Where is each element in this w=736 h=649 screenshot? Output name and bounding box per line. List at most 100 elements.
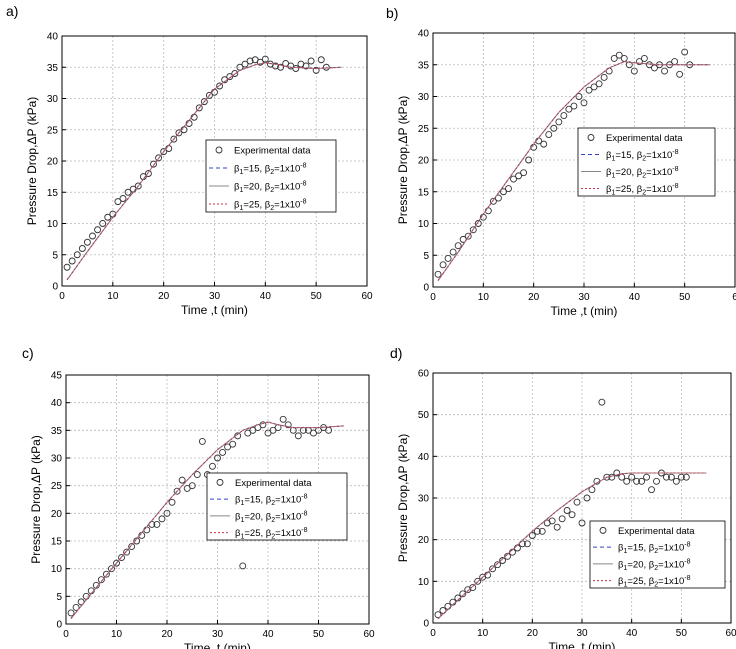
data-point	[234, 432, 242, 440]
data-point	[434, 611, 442, 619]
x-tick-label: 20	[528, 292, 540, 303]
legend-label: Experimental data	[235, 478, 312, 489]
legend-label: β1=20, β2=1x10-8	[234, 181, 307, 195]
data-point	[216, 82, 224, 90]
data-point	[454, 594, 462, 602]
data-point	[573, 498, 581, 506]
data-point	[583, 494, 591, 502]
y-tick-label: 50	[418, 410, 430, 421]
data-point	[158, 515, 166, 523]
data-point	[63, 263, 71, 271]
legend-box	[589, 520, 726, 589]
data-point	[89, 232, 96, 240]
data-point	[548, 517, 556, 525]
data-point	[520, 169, 528, 177]
data-point	[640, 54, 648, 62]
data-point	[610, 54, 618, 62]
data-point	[68, 257, 76, 265]
data-point	[585, 86, 593, 94]
x-axis-title: Time ,t (min)	[551, 304, 618, 318]
y-tick-label: 10	[47, 219, 59, 230]
data-point	[598, 398, 606, 406]
data-point	[667, 473, 675, 481]
data-point	[454, 242, 462, 250]
data-point	[651, 64, 658, 72]
data-point	[241, 60, 249, 68]
data-point	[633, 477, 641, 485]
data-point	[94, 226, 102, 234]
data-point	[134, 182, 142, 190]
data-point	[590, 83, 598, 91]
data-point	[563, 507, 571, 514]
x-tick-label: 30	[212, 629, 224, 640]
x-tick-label: 40	[262, 629, 274, 640]
data-point	[661, 67, 668, 75]
data-point	[474, 220, 482, 227]
data-point	[565, 105, 573, 113]
data-point	[294, 432, 302, 440]
y-tick-label: 30	[51, 454, 63, 465]
y-tick-label: 20	[47, 157, 59, 168]
x-axis-title: Time ,t (min)	[184, 641, 251, 649]
chart-panel-0: a) 0 10 20 30 40 50 60 0 5 10 15 20 25 30 35 40 Time ,t (…	[6, 3, 373, 317]
legend-label: β1=20, β2=1x10-8	[235, 510, 308, 524]
data-point	[504, 552, 511, 560]
data-point	[484, 207, 492, 215]
data-point	[570, 102, 578, 110]
x-tick-label: 20	[158, 291, 170, 302]
y-axis-title: Pressure Drop,ΔP (kPa)	[25, 97, 39, 226]
data-point	[173, 487, 181, 495]
y-tick-label: 20	[418, 535, 430, 546]
data-point	[119, 195, 127, 202]
data-point	[97, 576, 105, 584]
data-point	[193, 471, 201, 479]
panel-label: c)	[22, 345, 34, 361]
legend-label: β1=15, β2=1x10-8	[618, 542, 691, 556]
legend-box	[206, 472, 348, 541]
y-tick-label: 0	[56, 620, 62, 631]
data-point	[302, 62, 310, 70]
x-tick-label: 50	[311, 291, 323, 302]
data-point	[292, 65, 300, 72]
data-point	[578, 519, 586, 527]
data-point	[525, 156, 533, 164]
x-tick-label: 0	[63, 629, 69, 640]
data-point	[545, 131, 553, 139]
legend-label: β1=25, β2=1x10-8	[606, 183, 679, 197]
data-point	[628, 473, 636, 481]
y-tick-label: 60	[418, 369, 430, 380]
data-point	[513, 544, 521, 552]
y-tick-label: 10	[418, 219, 430, 230]
y-tick-label: 25	[47, 125, 59, 136]
data-point	[474, 577, 482, 585]
y-tick-label: 25	[51, 481, 63, 492]
data-point	[533, 527, 541, 535]
data-point	[671, 58, 679, 66]
data-point	[505, 185, 512, 193]
data-point	[459, 590, 467, 598]
legend-label: β1=25, β2=1x10-8	[618, 575, 691, 589]
data-point	[489, 197, 497, 205]
data-point	[99, 220, 107, 227]
data-point	[560, 112, 568, 120]
y-tick-label: 40	[418, 29, 430, 40]
data-point	[168, 498, 176, 506]
data-point	[231, 70, 239, 77]
data-point	[246, 57, 254, 65]
data-point	[118, 554, 126, 562]
x-tick-label: 60	[361, 291, 373, 302]
data-point	[150, 160, 157, 168]
data-point	[510, 175, 517, 183]
data-point	[635, 58, 643, 66]
legend-marker	[215, 146, 223, 154]
legend: Experimental data β1=15, β2=1x10-8 β1=20, …	[589, 520, 726, 589]
data-point	[261, 55, 269, 63]
y-tick-label: 35	[418, 60, 430, 71]
legend-label: β1=20, β2=1x10-8	[618, 558, 691, 572]
legend-label: β1=25, β2=1x10-8	[234, 199, 307, 213]
legend-label: Experimental data	[618, 526, 695, 537]
data-point	[195, 104, 203, 112]
data-point	[284, 421, 292, 429]
data-point	[444, 254, 452, 262]
